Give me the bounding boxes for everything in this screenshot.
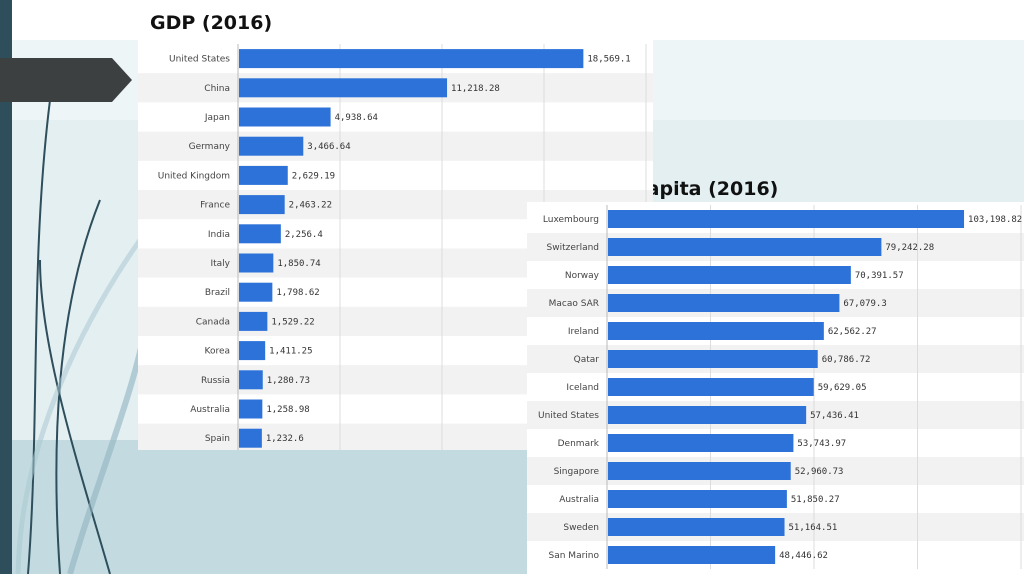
gdp-bar	[239, 78, 448, 98]
arrow-tab-shape	[0, 58, 132, 102]
gdp-bar	[239, 136, 304, 156]
gdp-category-label: Brazil	[205, 288, 230, 298]
gdp-bar	[239, 224, 281, 244]
gdp-value-label: 1,280.73	[267, 376, 310, 386]
gdp-row-stripe	[138, 131, 653, 161]
gdp-per-capita-bar	[608, 546, 776, 564]
gdp-bar	[239, 370, 263, 390]
gdp-per-capita-category-label: Sweden	[563, 523, 599, 533]
gdp-bar	[239, 282, 273, 302]
gdp-per-capita-value-label: 53,743.97	[797, 439, 846, 449]
gdp-per-capita-category-label: Qatar	[574, 355, 600, 365]
gdp-per-capita-value-label: 67,079.3	[843, 299, 886, 309]
gdp-per-capita-category-label: Ireland	[568, 327, 599, 337]
gdp-per-capita-bar-chart: Luxembourg 103,198.82 Switzerland 79,242.28…	[527, 205, 1024, 569]
gdp-bar	[239, 107, 331, 127]
gdp-per-capita-value-label: 51,164.51	[789, 523, 838, 533]
gdp-value-label: 1,798.62	[276, 288, 319, 298]
gdp-per-capita-value-label: 51,850.27	[791, 495, 840, 505]
gdp-per-capita-category-label: United States	[538, 411, 599, 421]
decorative-curve-3	[39, 259, 111, 574]
decorative-curve-1	[27, 99, 51, 574]
gdp-per-capita-value-label: 57,436.41	[810, 411, 859, 421]
gdp-value-label: 4,938.64	[335, 113, 378, 123]
decorative-curve-5	[15, 238, 143, 574]
gdp-per-capita-value-label: 48,446.62	[779, 551, 828, 561]
gdp-per-capita-bar	[608, 378, 814, 396]
left-sidebar-stripe	[0, 0, 12, 574]
gdp-per-capita-value-label: 70,391.57	[855, 271, 904, 281]
gdp-per-capita-category-label: Macao SAR	[549, 299, 599, 309]
gdp-bar	[239, 341, 266, 361]
gdp-bar	[239, 428, 262, 448]
gdp-per-capita-category-label: Australia	[559, 495, 599, 505]
gdp-value-label: 18,569.1	[587, 55, 630, 65]
gdp-value-label: 1,850.74	[277, 259, 320, 269]
gdp-bar	[239, 165, 288, 185]
gdp-per-capita-value-label: 103,198.82	[968, 215, 1022, 225]
gdp-per-capita-value-label: 79,242.28	[885, 243, 934, 253]
gdp-per-capita-category-label: Luxembourg	[543, 215, 599, 225]
gdp-category-label: Korea	[204, 347, 230, 357]
gdp-value-label: 11,218.28	[451, 84, 500, 94]
gdp-category-label: Russia	[201, 376, 230, 386]
gdp-per-capita-bar	[608, 406, 807, 424]
gdp-category-label: India	[208, 230, 230, 240]
gdp-value-label: 2,463.22	[289, 201, 332, 211]
gdp-per-capita-chart-panel: Luxembourg 103,198.82 Switzerland 79,242.28…	[527, 202, 1024, 574]
gdp-per-capita-bar	[608, 518, 785, 536]
gdp-chart-title: GDP (2016)	[150, 12, 273, 34]
gdp-category-label: Italy	[210, 259, 230, 269]
gdp-per-capita-value-label: 60,786.72	[822, 355, 871, 365]
gdp-per-capita-bar	[608, 322, 824, 340]
decorative-curve-2	[55, 199, 101, 574]
gdp-category-label: Germany	[189, 142, 231, 152]
gdp-per-capita-bar	[608, 294, 840, 312]
gdp-per-capita-value-label: 59,629.05	[818, 383, 867, 393]
gdp-bar	[239, 399, 263, 419]
gdp-per-capita-value-label: 62,562.27	[828, 327, 877, 337]
gdp-value-label: 2,256.4	[285, 230, 323, 240]
gdp-bar	[239, 311, 268, 331]
gdp-bar	[239, 49, 584, 69]
gdp-per-capita-category-label: Norway	[565, 271, 600, 281]
gdp-per-capita-category-label: Denmark	[558, 439, 600, 449]
gdp-per-capita-category-label: Iceland	[566, 383, 599, 393]
gdp-per-capita-bar	[608, 462, 791, 480]
gdp-category-label: Canada	[196, 317, 230, 327]
gdp-category-label: Australia	[190, 405, 230, 415]
gdp-per-capita-bar	[608, 210, 965, 228]
gdp-per-capita-category-label: Singapore	[554, 467, 600, 477]
gdp-value-label: 3,466.64	[307, 142, 350, 152]
gdp-value-label: 1,529.22	[271, 317, 314, 327]
gdp-per-capita-bar	[608, 266, 851, 284]
gdp-category-label: Spain	[205, 434, 230, 444]
gdp-category-label: France	[200, 201, 230, 211]
gdp-category-label: United Kingdom	[158, 171, 230, 181]
gdp-per-capita-category-label: San Marino	[549, 551, 600, 561]
gdp-per-capita-category-label: Switzerland	[547, 243, 600, 253]
gdp-per-capita-bar	[608, 490, 787, 508]
gdp-value-label: 1,411.25	[269, 347, 312, 357]
gdp-category-label: China	[204, 84, 230, 94]
gdp-per-capita-bar	[608, 238, 882, 256]
gdp-per-capita-value-label: 52,960.73	[795, 467, 844, 477]
gdp-value-label: 1,232.6	[266, 434, 304, 444]
gdp-category-label: United States	[169, 55, 230, 65]
gdp-bar	[239, 195, 285, 215]
gdp-per-capita-bar	[608, 350, 818, 368]
gdp-per-capita-bar	[608, 434, 794, 452]
gdp-value-label: 1,258.98	[266, 405, 309, 415]
gdp-value-label: 2,629.19	[292, 171, 335, 181]
gdp-bar	[239, 253, 274, 273]
gdp-category-label: Japan	[204, 113, 230, 123]
